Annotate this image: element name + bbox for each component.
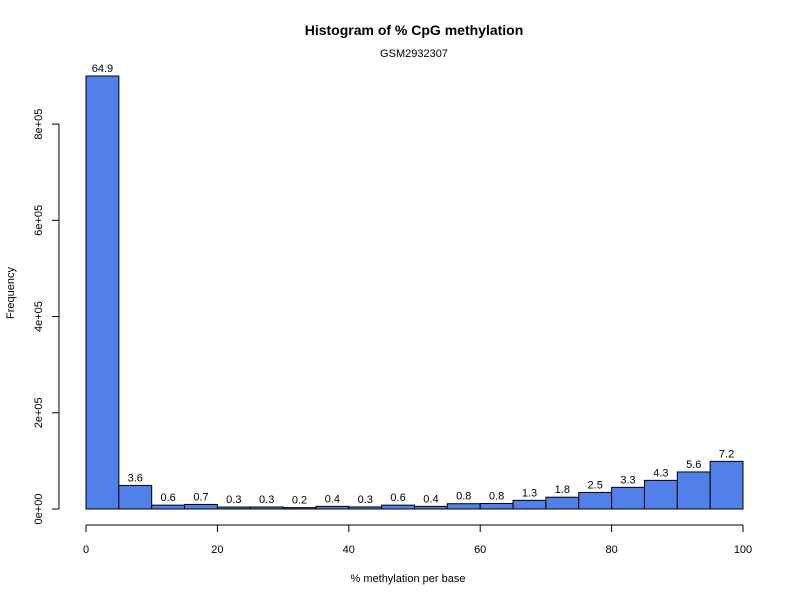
y-tick-label: 8e+05 <box>33 109 45 140</box>
bar-value-label: 0.4 <box>325 493 340 505</box>
y-axis: 0e+00 2e+05 4e+05 6e+05 8e+05 <box>33 109 60 525</box>
histogram-bar <box>578 491 613 510</box>
bar-value-label: 5.6 <box>686 459 701 471</box>
bar-value-label: 0.4 <box>423 493 438 505</box>
histogram-bar <box>315 505 350 510</box>
bars-group <box>85 75 744 510</box>
histogram-bar <box>216 506 251 510</box>
x-tick-label: 100 <box>734 544 752 556</box>
histogram-bar <box>709 460 744 510</box>
bar-value-label: 4.3 <box>653 467 668 479</box>
histogram-bar <box>348 506 383 510</box>
y-tick-label: 6e+05 <box>33 205 45 236</box>
histogram-bar <box>184 503 218 510</box>
chart-title: Histogram of % CpG methylation <box>305 22 524 38</box>
histogram-bar <box>545 496 580 510</box>
histogram-bar <box>381 504 415 510</box>
bar-value-label: 0.7 <box>193 491 208 503</box>
histogram-bar <box>479 502 514 510</box>
bar-value-label: 3.6 <box>128 472 143 484</box>
histogram-bar <box>85 75 120 510</box>
x-tick-label: 60 <box>474 544 486 556</box>
bar-value-label: 7.2 <box>719 448 734 460</box>
bar-value-label: 0.3 <box>358 494 373 506</box>
bar-labels-group: 64.9 3.6 0.6 0.7 0.3 0.3 0.2 0.4 0.3 0.6 0.4 0.8 0.8… <box>92 63 735 507</box>
chart-subtitle: GSM2932307 <box>380 48 448 60</box>
bar-value-label: 0.2 <box>292 495 307 507</box>
bar-value-label: 0.8 <box>489 490 504 502</box>
y-tick-label: 0e+00 <box>33 494 45 525</box>
histogram-bar <box>446 503 481 510</box>
histogram-bar <box>611 486 645 510</box>
histogram-bar <box>249 506 284 510</box>
bar-value-label: 64.9 <box>92 63 113 75</box>
y-axis-label: Frequency <box>5 267 17 319</box>
x-tick-label: 80 <box>605 544 617 556</box>
bar-value-label: 0.6 <box>390 492 405 504</box>
y-tick-label: 2e+05 <box>33 397 45 428</box>
y-tick-label: 4e+05 <box>33 301 45 332</box>
histogram-bar <box>118 484 153 510</box>
x-tick-label: 20 <box>211 544 223 556</box>
histogram-bar <box>282 507 317 510</box>
histogram-bar <box>512 499 547 510</box>
histogram-bar <box>643 479 678 510</box>
x-axis-label: % methylation per base <box>351 573 466 585</box>
bar-value-label: 1.3 <box>522 487 537 499</box>
x-tick-label: 0 <box>83 544 89 556</box>
bar-value-label: 0.3 <box>259 494 274 506</box>
bar-value-label: 1.8 <box>555 484 570 496</box>
histogram-bar <box>414 505 448 510</box>
bar-value-label: 0.8 <box>456 491 471 503</box>
x-axis: 0 20 40 60 80 100 <box>83 524 752 556</box>
x-tick-label: 40 <box>343 544 355 556</box>
histogram-bar <box>676 471 711 510</box>
bar-value-label: 0.3 <box>226 494 241 506</box>
bar-value-label: 3.3 <box>620 474 635 486</box>
histogram-bar <box>151 504 186 510</box>
bar-value-label: 0.6 <box>160 492 175 504</box>
bar-value-label: 2.5 <box>588 479 603 491</box>
